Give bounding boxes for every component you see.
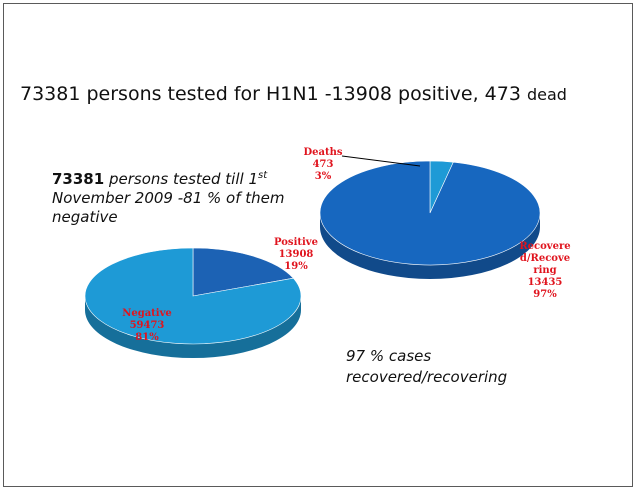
left-note-text-b: November 2009 -81 % of them negative [52,189,285,226]
slice-label-line: 59473 [130,320,165,331]
slice-label-line: 81% [135,332,159,343]
pie-slice-negative [84,247,302,345]
deaths-leader-line [341,155,421,167]
slice-label-line: 19% [284,261,308,272]
slice-label-line: 473 [313,159,334,170]
slice-label-line: ring [533,265,556,276]
slice-label-line: 13435 [528,277,563,288]
slice-label-line: 97% [533,289,557,300]
slice-label-positive: Positive 13908 19% [274,237,318,272]
pie-side-negative [85,296,301,358]
title-dead: dead [526,85,567,104]
slice-label-line: Deaths [303,147,342,158]
left-note: 73381 persons tested till 1st November 2… [52,166,312,227]
left-note-number: 73381 [52,170,105,188]
left-note-sup: st [258,170,268,181]
left-note-text-a: persons tested till 1 [108,170,258,188]
slice-label-deaths: Deaths 473 3% [303,147,342,182]
pie-slice-recovered-recovering [319,160,541,266]
right-note: 97 % cases recovered/recovering [346,347,508,386]
slice-label-negative: Negative 59473 81% [122,308,172,343]
slice-label-line: d/Recove [520,253,570,264]
slice-label-line: Positive [274,237,318,248]
slice-label-recovered-recovering: Recovere d/Recove ring 13435 97% [519,241,570,300]
slice-label-line: 3% [315,171,332,182]
pie-chart-tested: Positive 13908 19% Negative 59473 81% [84,237,318,358]
slice-label-line: Recovere [519,241,570,252]
slice-label-line: 13908 [279,249,314,260]
pie-slice-positive [192,247,294,297]
pie-side-recovered-recovering [320,213,540,279]
slice-label-line: Negative [122,308,172,319]
pie-chart-outcomes: Deaths 473 3% Recovere d/Recove ring 13435 97% [303,147,570,300]
title-main: 73381 persons tested for H1N1 -13908 pos… [20,83,521,105]
page-title: 73381 persons tested for H1N1 -13908 pos… [20,83,630,105]
